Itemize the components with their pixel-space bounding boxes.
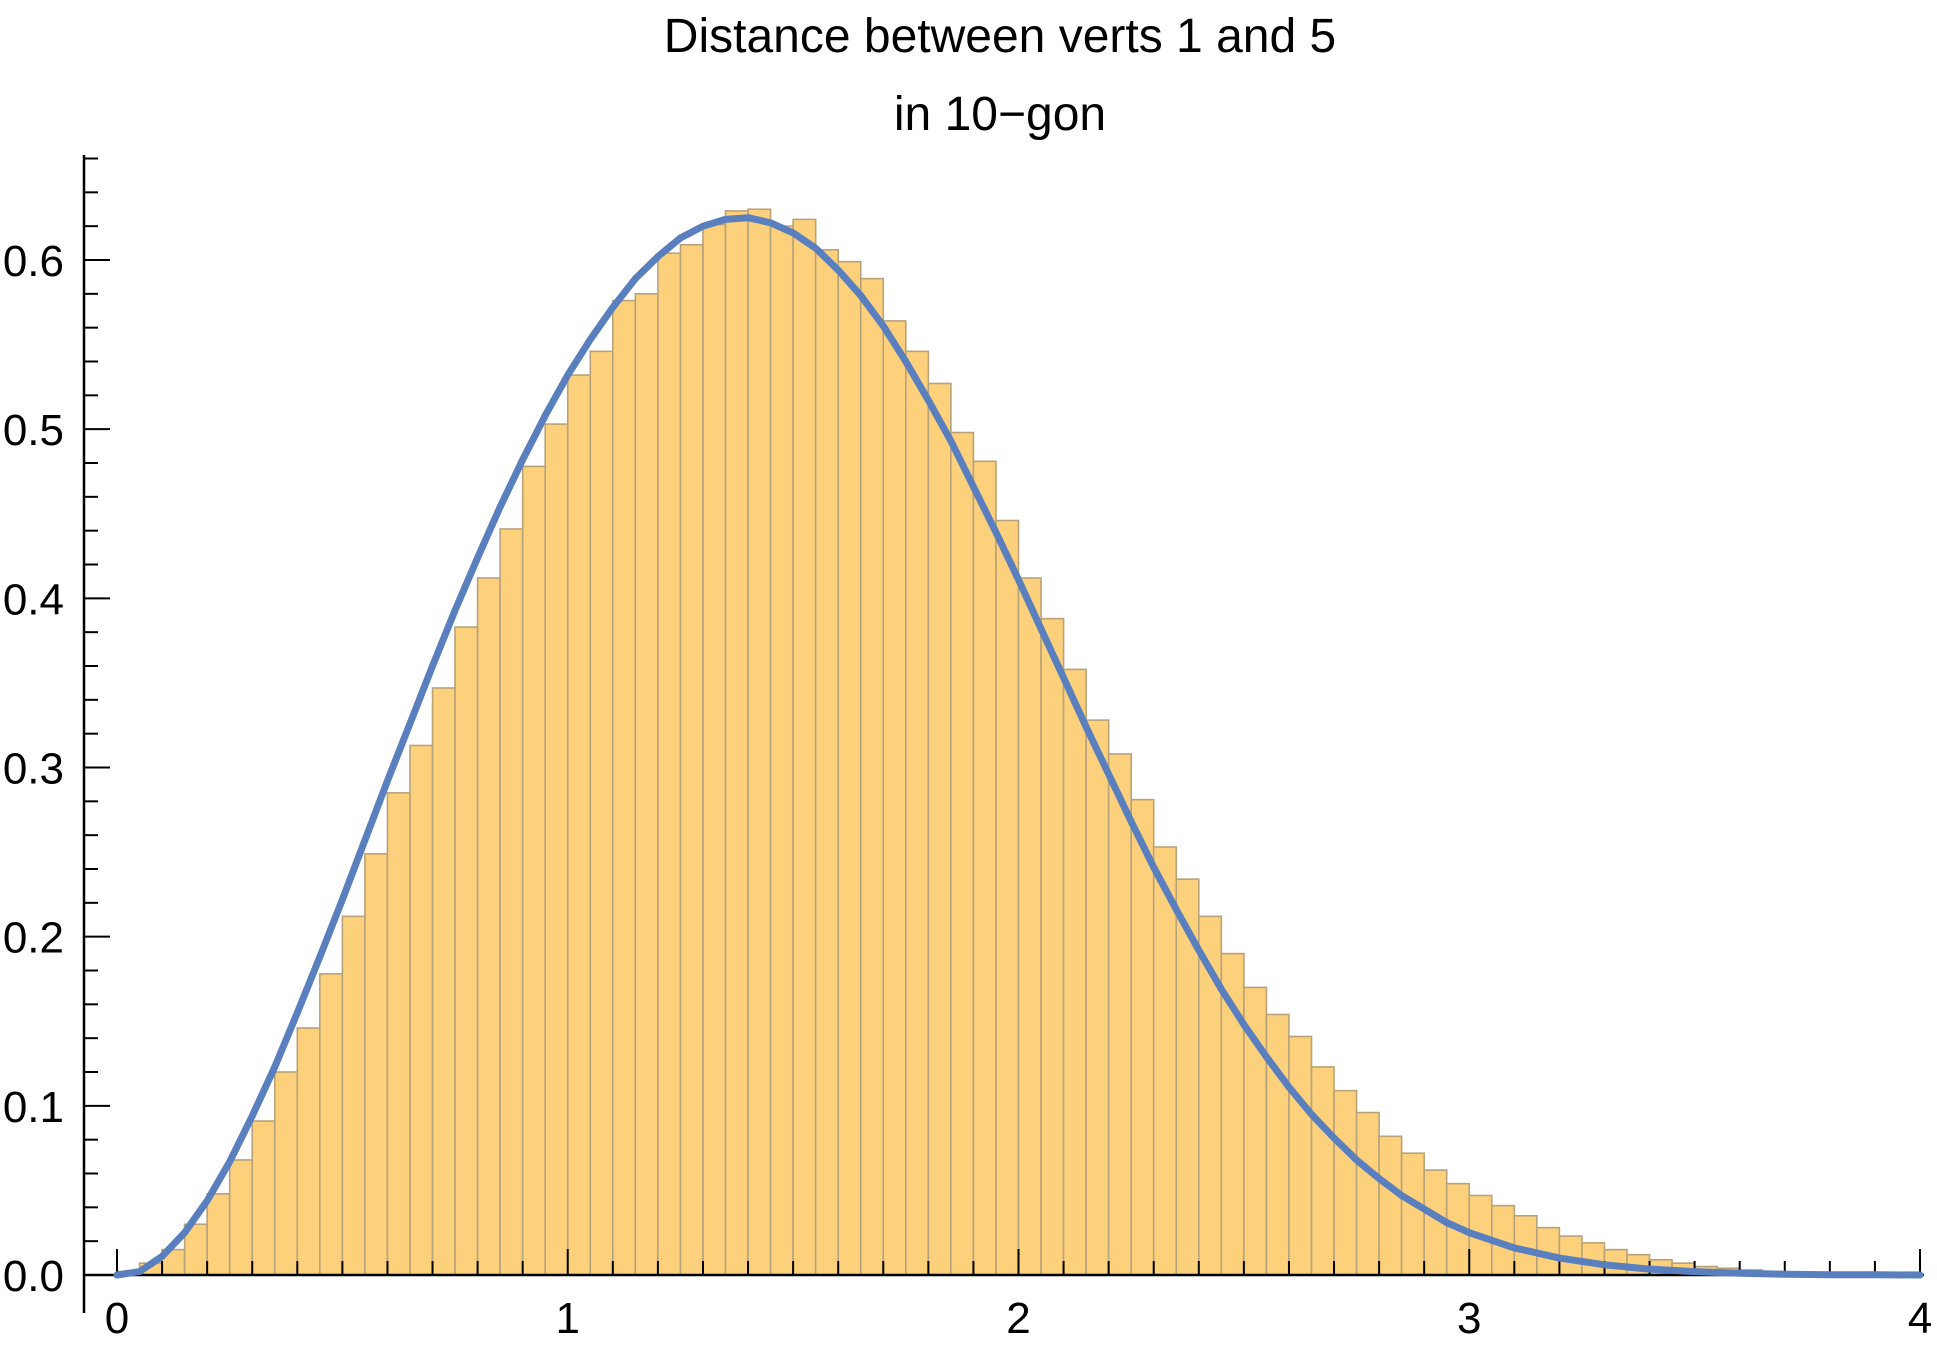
y-tick-label: 0.6: [3, 237, 64, 286]
histogram-bar: [657, 252, 682, 1276]
histogram-bar: [1085, 719, 1110, 1276]
histogram-bar: [1310, 1066, 1335, 1276]
histogram-bar: [612, 299, 637, 1276]
axes: 0 1 2 3 4 0.0 0.1 0.2 0.3 0.4 0.5 0.6: [3, 155, 1932, 1343]
histogram-bar: [769, 225, 794, 1276]
histogram-bar: [724, 210, 749, 1276]
histogram-bar: [521, 465, 547, 1276]
histogram-bar: [634, 293, 659, 1276]
histogram-bar: [341, 915, 366, 1276]
histogram-bar: [837, 260, 862, 1276]
histogram-bar: [566, 374, 592, 1276]
histogram-bar: [702, 223, 727, 1276]
histogram-bar: [747, 208, 772, 1276]
histogram-bar: [1400, 1152, 1425, 1276]
x-tick-label: 1: [556, 1294, 580, 1343]
x-tick-label: 0: [105, 1294, 129, 1343]
histogram-bar: [1378, 1135, 1403, 1276]
histogram-bar: [995, 519, 1020, 1276]
histogram-bar: [882, 320, 907, 1276]
histogram-bar: [499, 528, 524, 1276]
histogram-bar: [859, 277, 885, 1276]
histogram-bar: [386, 792, 411, 1276]
histogram-bar: [251, 1120, 276, 1276]
histogram-bar: [409, 744, 434, 1276]
histogram-bar: [1265, 1013, 1290, 1276]
histogram-bar: [1062, 668, 1087, 1276]
histogram-bar: [1017, 577, 1042, 1276]
histogram-bar: [1152, 846, 1178, 1276]
histogram-bar: [589, 350, 614, 1276]
histogram-bar: [454, 626, 479, 1276]
y-tick-label: 0.4: [3, 575, 64, 624]
y-tick-label: 0.1: [3, 1083, 64, 1132]
histogram-bar: [679, 243, 704, 1276]
histogram-bar: [1333, 1089, 1358, 1276]
histogram-bar: [905, 350, 930, 1276]
histogram-bar: [972, 460, 997, 1276]
histogram-bar: [364, 852, 389, 1276]
histogram-bar: [1355, 1111, 1380, 1276]
histogram-bar: [1130, 798, 1155, 1276]
x-tick-label: 4: [1908, 1294, 1932, 1343]
histogram-bar: [228, 1159, 254, 1276]
histogram-bar: [1288, 1035, 1313, 1276]
chart-title-line-1: Distance between verts 1 and 5: [664, 10, 1336, 63]
x-tick-label: 3: [1457, 1294, 1481, 1343]
y-tick-label: 0.5: [3, 406, 64, 455]
histogram-bar: [1040, 617, 1065, 1276]
histogram-bar: [296, 1027, 321, 1276]
density-curve: [113, 214, 1924, 1279]
y-tick-label: 0.2: [3, 914, 64, 963]
histogram-bar: [950, 431, 975, 1276]
histogram-bar: [206, 1193, 231, 1276]
histogram-bar: [1107, 753, 1132, 1276]
chart-title-line-2: in 10−gon: [894, 88, 1106, 141]
histogram-bar: [544, 423, 569, 1276]
histogram-bar: [476, 577, 501, 1276]
histogram-bars: [116, 208, 1921, 1276]
histogram-bar: [792, 218, 817, 1276]
histogram-bar: [319, 973, 344, 1276]
histogram-bar: [273, 1071, 299, 1276]
x-tick-label: 2: [1006, 1294, 1030, 1343]
histogram-bar: [431, 687, 456, 1276]
y-tick-label: 0.3: [3, 745, 64, 794]
y-tick-label: 0.0: [3, 1252, 64, 1301]
histogram-bar: [814, 249, 839, 1276]
histogram-bar: [927, 382, 952, 1276]
